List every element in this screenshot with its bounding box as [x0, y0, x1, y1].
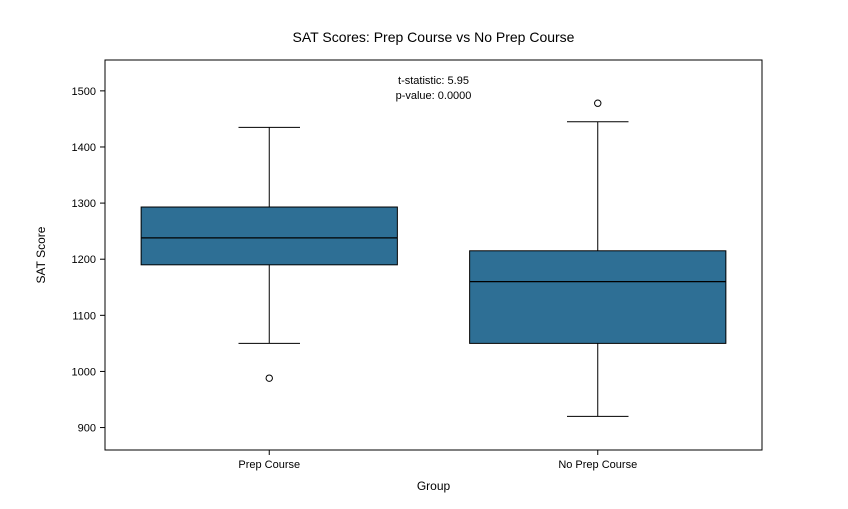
box [470, 251, 726, 344]
x-tick-label: No Prep Course [558, 459, 637, 471]
boxplot-chart: 900 1000 1100 1200 1300 1400 1500 Prep Course No… [0, 0, 848, 509]
y-tick-label: 900 [78, 423, 96, 435]
y-tick-label: 1200 [72, 254, 96, 266]
y-tick-label: 1300 [72, 198, 96, 210]
y-tick-label: 1100 [72, 310, 96, 322]
annotation-line: t-statistic: 5.95 [398, 75, 469, 87]
y-tick-label: 1400 [72, 142, 96, 154]
y-tick-label: 1000 [72, 366, 96, 378]
outlier-marker [595, 100, 601, 106]
box [141, 207, 397, 265]
chart-container: 900 1000 1100 1200 1300 1400 1500 Prep Course No… [0, 0, 848, 509]
annotation-line: p-value: 0.0000 [396, 90, 472, 102]
y-axis-label: SAT Score [34, 226, 48, 283]
outlier-marker [266, 375, 272, 381]
chart-title: SAT Scores: Prep Course vs No Prep Cours… [293, 29, 575, 45]
y-tick-label: 1500 [72, 86, 96, 98]
x-axis-label: Group [417, 479, 451, 493]
x-tick-label: Prep Course [238, 459, 300, 471]
